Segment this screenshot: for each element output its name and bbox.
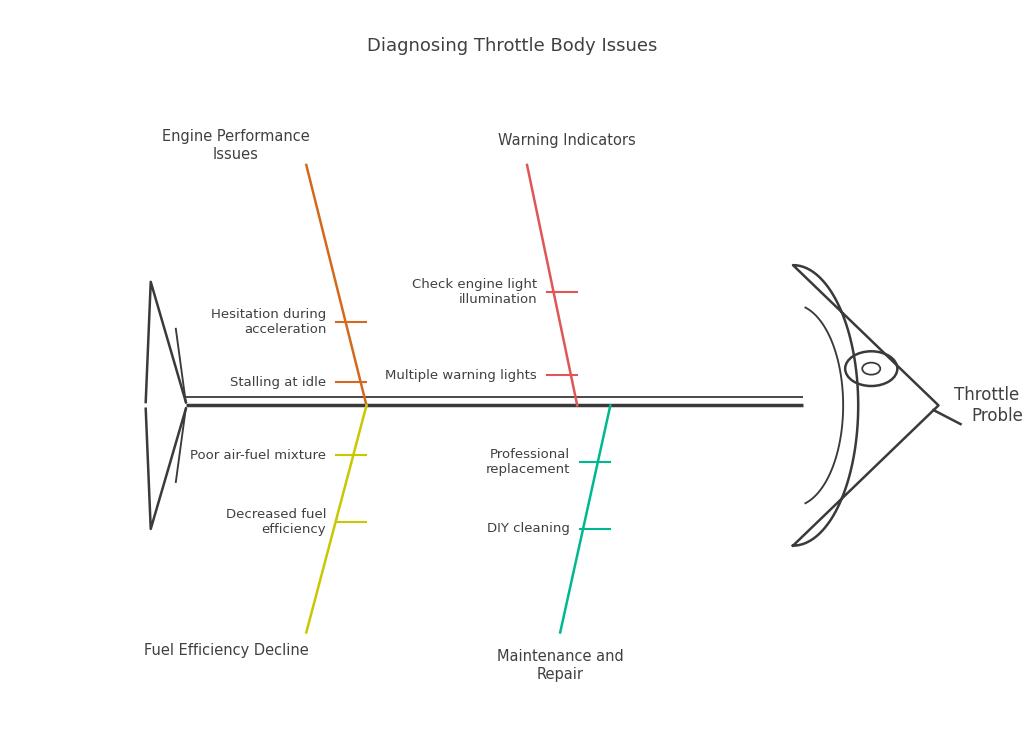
Text: Hesitation during
acceleration: Hesitation during acceleration (211, 308, 327, 336)
Text: Warning Indicators: Warning Indicators (499, 134, 636, 148)
Text: Throttle Body
Problems: Throttle Body Problems (953, 386, 1024, 425)
Text: Decreased fuel
efficiency: Decreased fuel efficiency (226, 508, 327, 537)
Text: Professional
replacement: Professional replacement (485, 448, 570, 476)
Text: Multiple warning lights: Multiple warning lights (385, 368, 537, 382)
Text: Check engine light
illumination: Check engine light illumination (412, 278, 537, 306)
Text: Diagnosing Throttle Body Issues: Diagnosing Throttle Body Issues (367, 37, 657, 55)
Text: Poor air-fuel mixture: Poor air-fuel mixture (190, 449, 327, 462)
Text: Fuel Efficiency Decline: Fuel Efficiency Decline (143, 642, 308, 658)
Text: DIY cleaning: DIY cleaning (487, 523, 570, 536)
Text: Maintenance and
Repair: Maintenance and Repair (497, 649, 624, 682)
Text: Engine Performance
Issues: Engine Performance Issues (162, 129, 310, 161)
Text: Stalling at idle: Stalling at idle (230, 376, 327, 388)
